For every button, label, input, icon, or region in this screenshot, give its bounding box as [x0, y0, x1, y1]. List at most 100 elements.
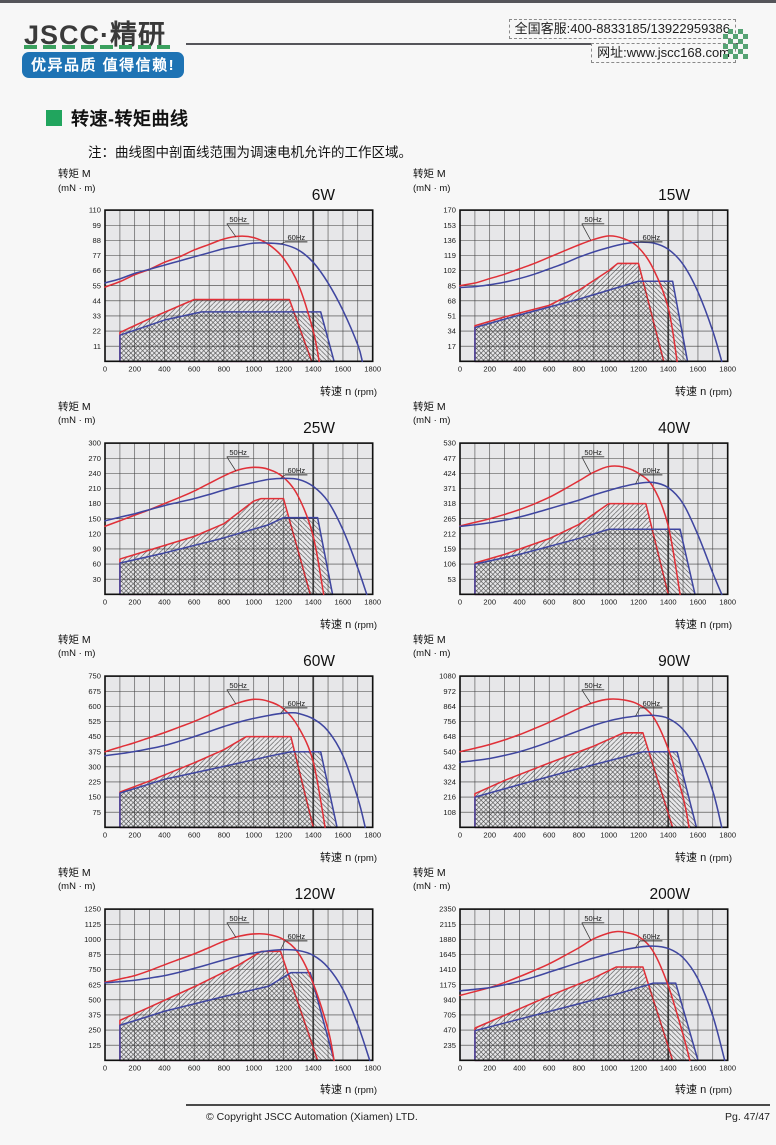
- svg-text:1645: 1645: [439, 950, 456, 959]
- svg-text:88: 88: [93, 236, 101, 245]
- checker-decoration: [723, 29, 748, 59]
- chart-6w: 转矩 M (mN · m) 6W 50Hz 60Hz 110 99 88 77 66 55 44 3…: [58, 167, 387, 399]
- svg-text:102: 102: [443, 266, 456, 275]
- svg-text:75: 75: [93, 807, 101, 816]
- svg-text:1000: 1000: [84, 934, 101, 943]
- section-title-row: 转速-转矩曲线: [46, 105, 776, 131]
- svg-text:60Hz: 60Hz: [642, 699, 660, 708]
- svg-text:170: 170: [443, 206, 456, 215]
- svg-text:250: 250: [88, 1025, 101, 1034]
- svg-text:1000: 1000: [600, 830, 617, 839]
- svg-text:1200: 1200: [630, 365, 647, 374]
- svg-text:212: 212: [443, 529, 456, 538]
- chart-title: 200W: [649, 885, 691, 903]
- page-number: Pg. 47/47: [725, 1111, 770, 1123]
- website-url[interactable]: 网址:www.jscc168.com: [591, 43, 736, 63]
- chart-title: 90W: [658, 652, 690, 670]
- chart-60w: 转矩 M (mN · m) 60W 50Hz 60Hz 750 675 600 525 450…: [58, 633, 387, 865]
- svg-text:1200: 1200: [630, 830, 647, 839]
- svg-text:50Hz: 50Hz: [229, 215, 247, 224]
- svg-text:22: 22: [93, 327, 101, 336]
- svg-text:648: 648: [443, 732, 456, 741]
- x-axis-label: 转速 n (rpm): [320, 851, 377, 864]
- y-axis-label: 转矩 M (mN · m): [413, 168, 451, 194]
- svg-text:44: 44: [93, 296, 101, 305]
- y-axis-label: 转矩 M (mN · m): [413, 633, 451, 660]
- footer-rule: [186, 1103, 770, 1106]
- svg-text:1000: 1000: [245, 1063, 262, 1072]
- svg-text:1800: 1800: [719, 1063, 736, 1072]
- chart-90w: 转矩 M (mN · m) 90W 50Hz 60Hz 1080 972 864 756 64…: [413, 633, 742, 865]
- svg-text:1250: 1250: [84, 904, 101, 913]
- svg-text:625: 625: [88, 980, 101, 989]
- svg-text:1600: 1600: [335, 365, 352, 374]
- svg-text:1800: 1800: [364, 365, 381, 374]
- svg-text:136: 136: [443, 236, 456, 245]
- svg-text:400: 400: [158, 365, 171, 374]
- svg-text:1400: 1400: [305, 830, 322, 839]
- svg-text:600: 600: [188, 830, 201, 839]
- svg-text:77: 77: [93, 251, 101, 260]
- svg-text:240: 240: [88, 469, 101, 478]
- x-axis-label: 转速 n (rpm): [675, 385, 732, 398]
- svg-text:1000: 1000: [600, 597, 617, 606]
- svg-text:600: 600: [188, 597, 201, 606]
- chart-title: 40W: [658, 419, 690, 437]
- svg-text:800: 800: [573, 365, 586, 374]
- svg-text:756: 756: [443, 717, 456, 726]
- svg-text:1000: 1000: [600, 1063, 617, 1072]
- svg-text:90: 90: [93, 544, 101, 553]
- svg-text:0: 0: [458, 830, 462, 839]
- chart-title: 120W: [294, 885, 336, 903]
- svg-text:11: 11: [93, 342, 101, 351]
- svg-text:1400: 1400: [305, 365, 322, 374]
- svg-text:600: 600: [188, 1063, 201, 1072]
- svg-text:99: 99: [93, 221, 101, 230]
- svg-text:235: 235: [443, 1040, 456, 1049]
- svg-text:432: 432: [443, 762, 456, 771]
- svg-text:1400: 1400: [305, 597, 322, 606]
- chart-title: 60W: [303, 652, 335, 670]
- svg-text:1000: 1000: [600, 365, 617, 374]
- svg-text:875: 875: [88, 950, 101, 959]
- y-axis-label: 转矩 M (mN · m): [413, 866, 451, 893]
- svg-text:1200: 1200: [630, 1063, 647, 1072]
- x-axis-label: 转速 n (rpm): [675, 1084, 732, 1097]
- svg-text:0: 0: [103, 365, 107, 374]
- svg-text:400: 400: [158, 830, 171, 839]
- svg-text:450: 450: [88, 732, 101, 741]
- svg-text:120: 120: [88, 529, 101, 538]
- svg-text:300: 300: [88, 439, 101, 448]
- svg-text:55: 55: [93, 281, 101, 290]
- svg-text:1600: 1600: [690, 830, 707, 839]
- chart-title: 25W: [303, 419, 335, 437]
- svg-text:864: 864: [443, 702, 456, 711]
- note-text: 注：曲线图中剖面线范围为调速电机允许的工作区域。: [88, 145, 412, 160]
- svg-text:30: 30: [93, 575, 101, 584]
- svg-text:66: 66: [93, 266, 101, 275]
- x-axis-label: 转速 n (rpm): [320, 1084, 377, 1097]
- svg-text:940: 940: [443, 995, 456, 1004]
- svg-text:1400: 1400: [305, 1063, 322, 1072]
- chart-15w: 转矩 M (mN · m) 15W 50Hz 60Hz 170 153 136 119 102…: [413, 167, 742, 399]
- svg-text:1000: 1000: [245, 597, 262, 606]
- svg-text:106: 106: [443, 559, 456, 568]
- svg-text:200: 200: [483, 597, 496, 606]
- svg-text:750: 750: [88, 965, 101, 974]
- y-axis-label: 转矩 M (mN · m): [58, 866, 96, 893]
- svg-text:705: 705: [443, 1010, 456, 1019]
- charts-grid: 转矩 M (mN · m) 6W 50Hz 60Hz 110 99 88 77 66 55 44 3…: [0, 165, 776, 1097]
- svg-text:50Hz: 50Hz: [584, 913, 602, 922]
- svg-text:225: 225: [88, 777, 101, 786]
- page-footer: © Copyright JSCC Automation (Xiamen) LTD…: [0, 1103, 776, 1123]
- svg-text:800: 800: [218, 1063, 231, 1072]
- svg-text:1400: 1400: [660, 597, 677, 606]
- svg-text:1600: 1600: [335, 597, 352, 606]
- svg-text:0: 0: [458, 365, 462, 374]
- svg-text:800: 800: [218, 597, 231, 606]
- svg-text:180: 180: [88, 499, 101, 508]
